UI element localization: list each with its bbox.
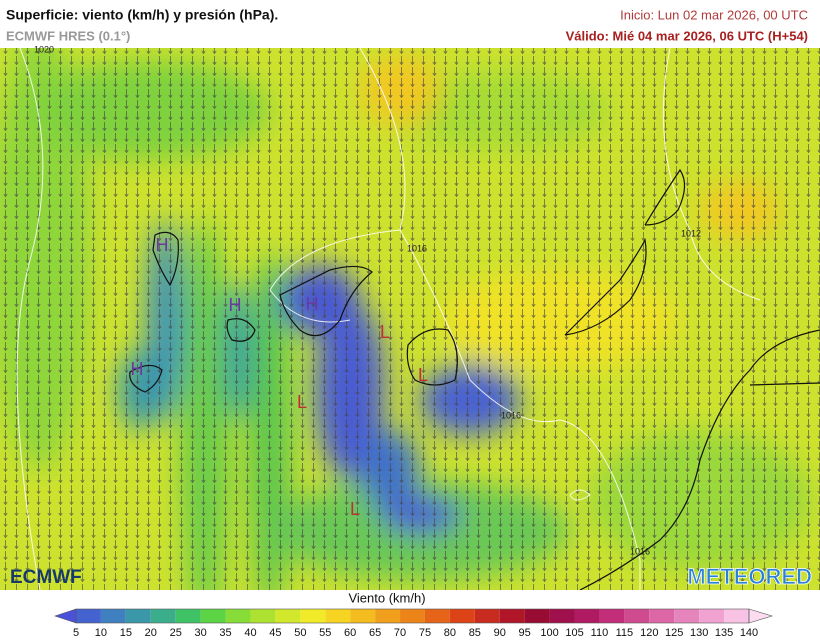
colorbar-under — [54, 608, 77, 624]
colorbar-segment — [325, 609, 351, 623]
ecmwf-logo: ECMWF — [10, 567, 82, 588]
colorbar-tick-label: 70 — [394, 627, 406, 639]
colorbar-segment — [599, 609, 625, 623]
pressure-center: H — [156, 235, 169, 255]
colorbar-tick-label: 125 — [665, 627, 683, 639]
colorbar-segment — [549, 609, 575, 623]
colorbar-segment — [474, 609, 500, 623]
colorbar-segment — [150, 609, 176, 623]
pressure-center: L — [418, 365, 428, 385]
colorbar-tick-label: 40 — [244, 627, 256, 639]
colorbar-tick-label: 5 — [73, 627, 79, 639]
colorbar-segment — [699, 609, 725, 623]
colorbar-tick-label: 65 — [369, 627, 381, 639]
colorbar-tick-label: 130 — [690, 627, 708, 639]
colorbar-tick-label: 15 — [120, 627, 132, 639]
colorbar-segment — [250, 609, 276, 623]
colorbar-tick-label: 115 — [616, 627, 634, 639]
colorbar-tick-label: 135 — [715, 627, 733, 639]
pressure-center: L — [350, 499, 360, 519]
colorbar-segment — [449, 609, 475, 623]
colorbar-segment — [225, 609, 251, 623]
colorbar-segment — [499, 609, 525, 623]
colorbar-segment — [125, 609, 151, 623]
isobar-label: 1020 — [34, 44, 54, 54]
colorbar-tick-label: 60 — [344, 627, 356, 639]
colorbar-segment — [649, 609, 675, 623]
colorbar-segment — [350, 609, 376, 623]
pressure-center: L — [380, 322, 390, 342]
colorbar-tick-label: 35 — [219, 627, 231, 639]
colorbar-segment — [375, 609, 401, 623]
pressure-center: H — [131, 359, 144, 379]
colorbar-over — [748, 608, 774, 624]
colorbar-segment — [674, 609, 700, 623]
colorbar-frame — [75, 608, 750, 624]
colorbar-segment — [200, 609, 226, 623]
colorbar-tick-label: 100 — [540, 627, 558, 639]
colorbar-tick-label: 45 — [269, 627, 281, 639]
colorbar-tick-label: 10 — [95, 627, 107, 639]
map-area — [0, 48, 820, 590]
colorbar-tick-label: 80 — [444, 627, 456, 639]
meteored-logo: METEORED — [687, 564, 812, 589]
colorbar-segment — [100, 609, 126, 623]
colorbar-tick-label: 50 — [294, 627, 306, 639]
colorbar-tick-label: 20 — [145, 627, 157, 639]
colorbar-segment — [524, 609, 550, 623]
colorbar-tick-label: 90 — [494, 627, 506, 639]
isobar-label: 1016 — [407, 243, 427, 253]
colorbar-tick-label: 75 — [419, 627, 431, 639]
colorbar-tick-label: 110 — [591, 627, 609, 639]
colorbar-tick-label: 95 — [519, 627, 531, 639]
colorbar-segment — [175, 609, 201, 623]
colorbar-segment — [424, 609, 450, 623]
map-title: Superficie: viento (km/h) y presión (hPa… — [6, 7, 278, 23]
colorbar-segment — [275, 609, 301, 623]
colorbar-tick-label: 25 — [170, 627, 182, 639]
pressure-center: H — [306, 294, 319, 314]
init-time: Inicio: Lun 02 mar 2026, 00 UTC — [620, 7, 808, 22]
pressure-center: L — [297, 392, 307, 412]
colorbar-segment — [300, 609, 326, 623]
colorbar-tick-label: 85 — [469, 627, 481, 639]
model-name: ECMWF HRES (0.1°) — [6, 28, 130, 43]
colorbar-tick-label: 105 — [565, 627, 583, 639]
colorbar-segment — [400, 609, 425, 623]
colorbar-tick-label: 55 — [319, 627, 331, 639]
colorbar-segment — [724, 609, 749, 623]
isobar-label: 1016 — [501, 410, 521, 420]
colorbar-segment — [76, 609, 101, 623]
colorbar-segment — [624, 609, 650, 623]
valid-time: Válido: Mié 04 mar 2026, 06 UTC (H+54) — [566, 28, 808, 43]
colorbar-segment — [574, 609, 600, 623]
pressure-center: H — [229, 295, 242, 315]
colorbar-tick-label: 120 — [640, 627, 658, 639]
isobar-label: 1012 — [681, 228, 701, 238]
colorbar-tick-label: 30 — [195, 627, 207, 639]
legend-title: Viento (km/h) — [348, 590, 425, 605]
colorbar-tick-label: 140 — [740, 627, 758, 639]
isobar-label: 1016 — [630, 546, 650, 556]
